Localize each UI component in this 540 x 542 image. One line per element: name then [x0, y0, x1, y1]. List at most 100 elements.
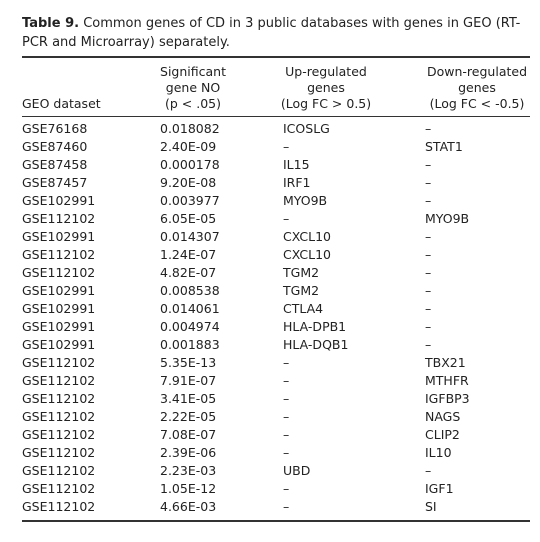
table-cell: GSE102991: [22, 283, 96, 298]
table-cell: CXCL10: [283, 247, 331, 262]
table-cell: GSE112102: [22, 427, 96, 442]
table-cell: GSE112102: [22, 445, 96, 460]
table-cell: GSE102991: [22, 193, 96, 208]
table-cell: IRF1: [283, 175, 311, 190]
table-cell: GSE112102: [22, 481, 96, 496]
table-cell: 0.003977: [160, 193, 220, 208]
table-cell: –: [425, 121, 432, 136]
column-header: genes: [458, 80, 496, 95]
table-cell: –: [283, 445, 290, 460]
caption-text: Common genes of CD in 3 public databases…: [22, 16, 521, 50]
table-cell: 7.91E-07: [160, 373, 217, 388]
table-cell: GSE87458: [22, 157, 88, 172]
table-cell: –: [425, 319, 432, 334]
table-cell: UBD: [283, 463, 311, 478]
table-cell: –: [425, 157, 432, 172]
table-cell: GSE87460: [22, 139, 88, 154]
table-cell: CXCL10: [283, 229, 331, 244]
table-cell: GSE87457: [22, 175, 88, 190]
table-cell: 9.20E-08: [160, 175, 217, 190]
column-header: (Log FC < -0.5): [429, 96, 525, 111]
table-cell: GSE102991: [22, 319, 96, 334]
table-cell: –: [425, 283, 432, 298]
table-cell: GSE102991: [22, 337, 96, 352]
table-cell: GSE102991: [22, 301, 96, 316]
table-cell: 0.014061: [160, 301, 220, 316]
table-cell: 0.004974: [160, 319, 220, 334]
table-cell: –: [425, 337, 432, 352]
table-cell: 6.05E-05: [160, 211, 217, 226]
table-cell: IL15: [283, 157, 310, 172]
table-cell: GSE112102: [22, 373, 96, 388]
table-cell: TGM2: [283, 283, 320, 298]
table-cell: GSE76168: [22, 121, 88, 136]
table-cell: GSE112102: [22, 499, 96, 514]
table-cell: 2.22E-05: [160, 409, 217, 424]
column-header: gene NO: [165, 80, 221, 95]
table-cell: 0.001883: [160, 337, 220, 352]
table-cell: CTLA4: [283, 301, 324, 316]
table-cell: GSE112102: [22, 409, 96, 424]
table-cell: 1.24E-07: [160, 247, 217, 262]
table-cell: –: [283, 373, 290, 388]
table-cell: –: [283, 139, 290, 154]
column-header: genes: [307, 80, 345, 95]
table-cell: –: [425, 247, 432, 262]
table-cell: 0.008538: [160, 283, 220, 298]
table-cell: 4.66E-03: [160, 499, 217, 514]
table-cell: –: [425, 175, 432, 190]
table-cell: –: [425, 265, 432, 280]
table-cell: 4.82E-07: [160, 265, 217, 280]
table-cell: GSE112102: [22, 463, 96, 478]
table-cell: 0.018082: [160, 121, 220, 136]
table-cell: IL10: [425, 445, 452, 460]
table-cell: 1.05E-12: [160, 481, 217, 496]
header-rule: [22, 116, 530, 117]
column-header: Significant: [160, 64, 226, 79]
table-cell: STAT1: [425, 139, 463, 154]
table-cell: –: [283, 409, 290, 424]
table-cell: GSE112102: [22, 211, 96, 226]
table-cell: GSE112102: [22, 355, 96, 370]
table-cell: GSE112102: [22, 391, 96, 406]
caption-label: Table 9.: [22, 16, 80, 31]
table-cell: –: [425, 463, 432, 478]
table-cell: 2.23E-03: [160, 463, 217, 478]
table-cell: –: [283, 499, 290, 514]
column-header: Down-regulated: [427, 64, 527, 79]
table-cell: 3.41E-05: [160, 391, 217, 406]
column-header: Up-regulated: [285, 64, 367, 79]
top-rule: [22, 56, 530, 58]
table-cell: –: [283, 391, 290, 406]
table-cell: –: [425, 193, 432, 208]
table-cell: GSE102991: [22, 229, 96, 244]
table-cell: SI: [425, 499, 437, 514]
table-cell: –: [283, 211, 290, 226]
table-cell: –: [425, 229, 432, 244]
table-cell: GSE112102: [22, 265, 96, 280]
table-cell: HLA-DQB1: [283, 337, 349, 352]
table-cell: NAGS: [425, 409, 461, 424]
column-header: GEO dataset: [22, 96, 101, 111]
table-cell: –: [425, 301, 432, 316]
table-cell: 7.08E-07: [160, 427, 217, 442]
table-cell: HLA-DPB1: [283, 319, 347, 334]
table-cell: ICOSLG: [283, 121, 330, 136]
table-cell: 0.014307: [160, 229, 220, 244]
table-cell: –: [283, 427, 290, 442]
table-cell: –: [283, 355, 290, 370]
table-cell: 5.35E-13: [160, 355, 217, 370]
column-header: (p < .05): [165, 96, 221, 111]
table-cell: –: [283, 481, 290, 496]
table-cell: MYO9B: [283, 193, 328, 208]
table-cell: 2.40E-09: [160, 139, 217, 154]
table-cell: 2.39E-06: [160, 445, 217, 460]
table-cell: IGF1: [425, 481, 454, 496]
caption: Table 9. Common genes of CD in 3 public …: [22, 14, 532, 52]
table-cell: TBX21: [425, 355, 466, 370]
table-cell: GSE112102: [22, 247, 96, 262]
table-cell: TGM2: [283, 265, 320, 280]
table-cell: MTHFR: [425, 373, 469, 388]
table-cell: CLIP2: [425, 427, 460, 442]
